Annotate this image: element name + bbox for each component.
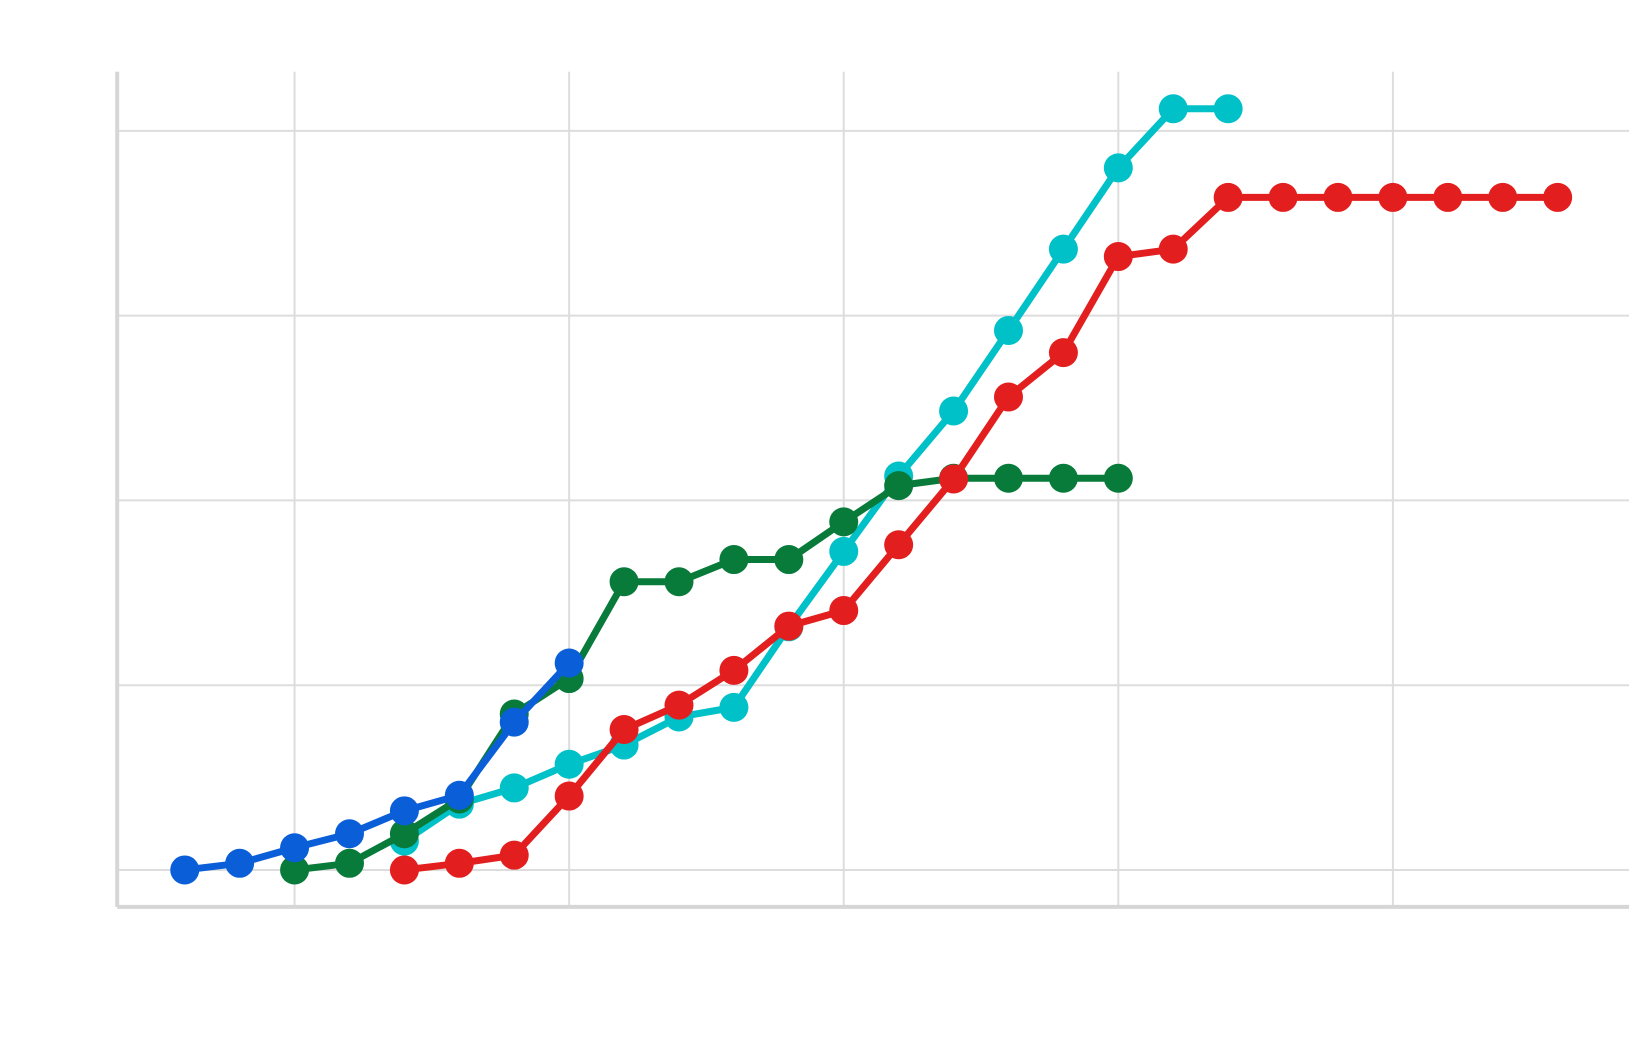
data-point [389, 855, 419, 885]
data-point [554, 749, 584, 779]
data-point [829, 536, 859, 566]
data-point [1433, 182, 1463, 212]
data-point [1323, 182, 1353, 212]
data-point [1543, 182, 1573, 212]
data-point [609, 715, 639, 745]
data-point [1158, 94, 1188, 124]
data-point [1103, 463, 1133, 493]
data-point [444, 780, 474, 810]
data-point [170, 855, 200, 885]
data-point [499, 773, 529, 803]
data-point [884, 530, 914, 560]
data-point [829, 507, 859, 537]
data-point [334, 819, 364, 849]
data-point [1213, 182, 1243, 212]
data-point [1103, 153, 1133, 183]
data-point [1103, 242, 1133, 272]
data-point [444, 848, 474, 878]
data-point [939, 396, 969, 426]
data-point [1158, 234, 1188, 264]
series-line [402, 105, 1229, 845]
data-point [1048, 234, 1078, 264]
data-point [719, 545, 749, 575]
data-point [829, 596, 859, 626]
data-point [719, 692, 749, 722]
data-point [774, 611, 804, 641]
data-point [499, 840, 529, 870]
series-line [403, 193, 1558, 874]
data-point [499, 707, 529, 737]
data-point [1048, 463, 1078, 493]
data-point [993, 463, 1023, 493]
data-point [554, 781, 584, 811]
data-point [609, 567, 639, 597]
data-point [719, 655, 749, 685]
data-point [993, 382, 1023, 412]
data-point [334, 848, 364, 878]
data-point [225, 848, 255, 878]
data-point [664, 567, 694, 597]
data-point [664, 690, 694, 720]
data-point [993, 315, 1023, 345]
series-line [184, 660, 572, 874]
data-point [1213, 94, 1243, 124]
series-line [294, 474, 1119, 874]
data-point [554, 648, 584, 678]
data-point [389, 819, 419, 849]
data-point [1378, 182, 1408, 212]
data-point [280, 833, 310, 863]
data-point [1488, 182, 1518, 212]
data-point [1048, 338, 1078, 368]
data-point [939, 464, 969, 494]
data-point [774, 545, 804, 575]
data-point [1268, 182, 1298, 212]
data-point [280, 855, 310, 885]
data-point [389, 796, 419, 826]
data-point [884, 471, 914, 501]
